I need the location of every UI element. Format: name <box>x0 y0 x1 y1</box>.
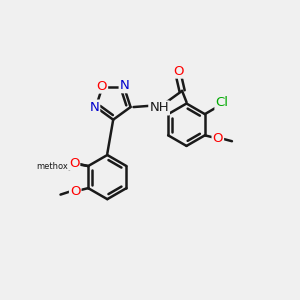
Text: O: O <box>213 132 223 145</box>
Text: N: N <box>120 79 129 92</box>
Text: O: O <box>69 157 79 169</box>
Text: NH: NH <box>149 101 169 114</box>
Text: Cl: Cl <box>215 96 228 110</box>
Text: O: O <box>173 64 184 78</box>
Text: O: O <box>97 80 107 93</box>
Text: methoxy: methoxy <box>36 162 73 171</box>
Text: O: O <box>68 157 78 169</box>
Text: O: O <box>70 184 80 198</box>
Text: N: N <box>89 100 99 114</box>
